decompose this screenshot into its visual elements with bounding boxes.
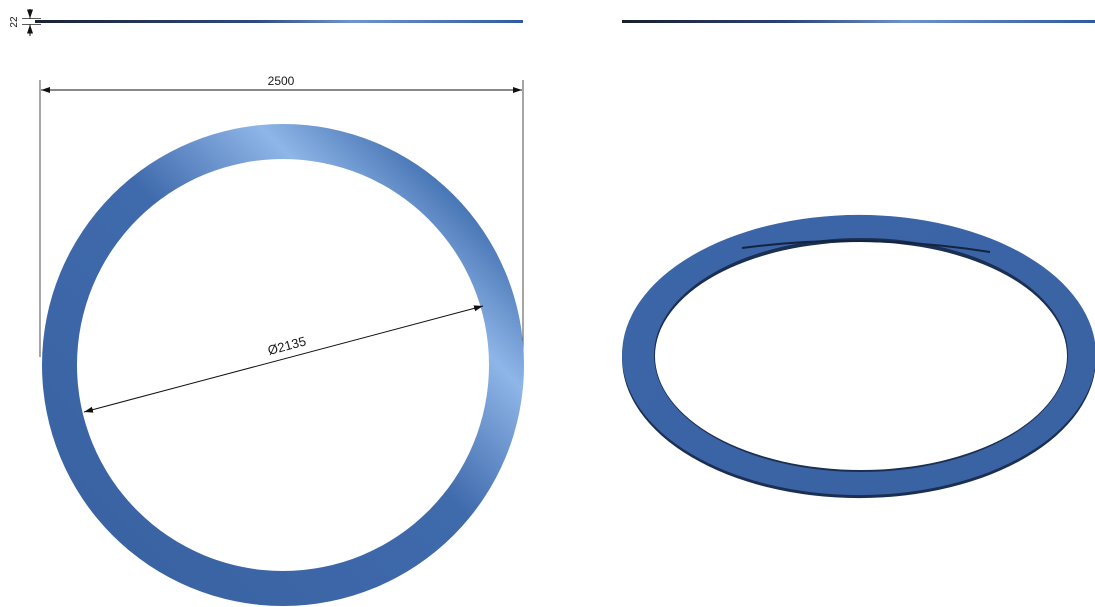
ring-face bbox=[42, 124, 524, 606]
ring-edge-left bbox=[35, 20, 523, 23]
edge-view-left bbox=[35, 20, 523, 23]
outer-diameter-label: 2500 bbox=[268, 74, 295, 88]
outer-diameter-dimension: 2500 bbox=[39, 74, 524, 360]
ring-top-view bbox=[42, 124, 524, 606]
edge-view-right bbox=[622, 20, 1095, 23]
ring-face-isometric bbox=[622, 215, 1095, 495]
thickness-label: 22 bbox=[9, 16, 20, 28]
inner-diameter-dimension: Ø2135 bbox=[83, 305, 484, 413]
inner-diameter-line bbox=[83, 305, 484, 413]
inner-rim-edge bbox=[741, 239, 991, 253]
thickness-dimension: 22 bbox=[9, 9, 41, 36]
ring-edge-right bbox=[622, 20, 1095, 23]
ring-isometric-view bbox=[622, 215, 1095, 498]
